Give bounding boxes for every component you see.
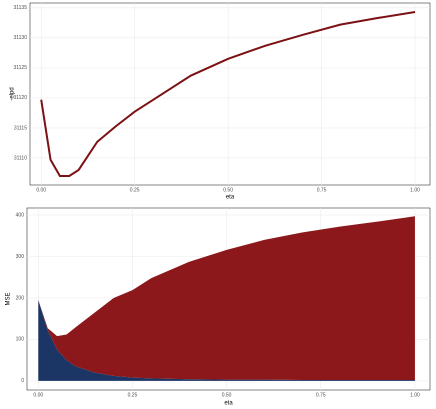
y-tick-label: 31130: [13, 35, 27, 41]
x-tick-label: 0.75: [317, 187, 327, 193]
y-tick-label: 31110: [14, 155, 27, 161]
x-tick-label: 0.00: [33, 392, 43, 398]
x-tick-label: 0.75: [316, 392, 326, 398]
y-tick-label: 200: [16, 295, 25, 301]
x-tick-label: 1.00: [410, 392, 420, 398]
x-axis-title: eta: [224, 401, 233, 407]
x-axis-title: eta: [226, 195, 235, 201]
area: [38, 216, 415, 381]
x-tick-label: 0.50: [222, 392, 232, 398]
line: [40, 11, 416, 177]
x-tick-label: 0.25: [130, 187, 140, 193]
y-axis-title: -elpd: [10, 87, 16, 100]
y-tick-label: 0: [21, 378, 24, 384]
y-tick-label: 31120: [13, 95, 27, 101]
y-tick-label: 100: [16, 337, 25, 343]
y-axis-title: MSE: [6, 292, 12, 305]
y-tick-label: 31115: [14, 125, 27, 131]
y-tick-label: 300: [16, 254, 25, 260]
area: [38, 300, 415, 381]
x-tick-label: 0.50: [223, 187, 233, 193]
y-tick-label: 31125: [13, 65, 27, 71]
plot-panel: [29, 2, 431, 186]
y-tick-label: 31135: [13, 5, 27, 11]
x-tick-label: 0.00: [36, 187, 46, 193]
y-tick-label: 400: [16, 212, 25, 218]
x-tick-label: 0.25: [128, 392, 138, 398]
x-tick-label: 1.00: [410, 187, 420, 193]
